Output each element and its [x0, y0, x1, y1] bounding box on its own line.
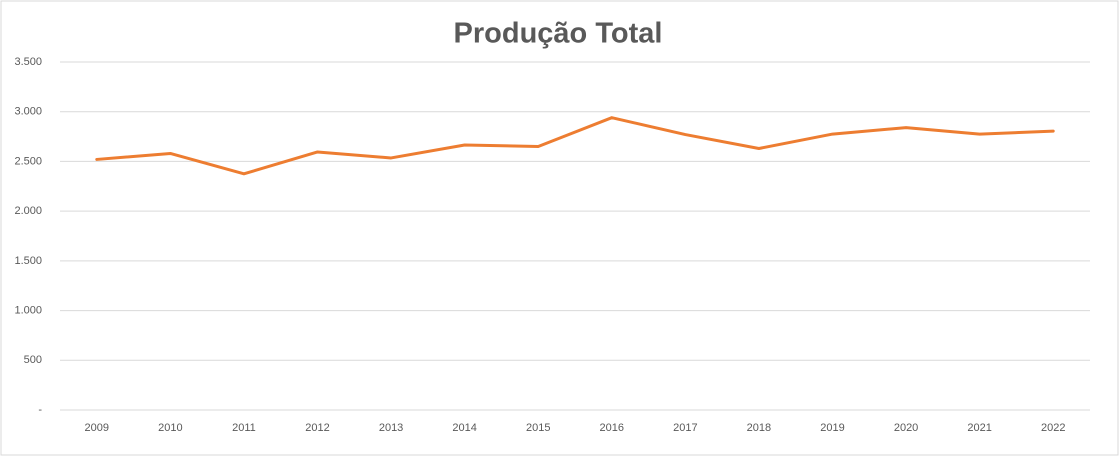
x-tick-label: 2018: [747, 422, 771, 434]
x-tick-label: 2015: [526, 422, 550, 434]
y-tick-label: 3.500: [14, 56, 42, 68]
x-tick-label: 2020: [894, 422, 918, 434]
y-tick-label: 1.500: [14, 255, 42, 267]
x-tick-label: 2010: [158, 422, 182, 434]
y-tick-label: -: [38, 404, 42, 416]
x-tick-label: 2022: [1041, 422, 1065, 434]
x-tick-label: 2012: [305, 422, 329, 434]
x-tick-label: 2017: [673, 422, 697, 434]
x-tick-label: 2014: [452, 422, 476, 434]
line-series: [95, 116, 1055, 176]
y-tick-label: 3.000: [14, 106, 42, 118]
y-tick-label: 1.000: [14, 304, 42, 316]
y-tick-label: 2.500: [14, 155, 42, 167]
x-tick-label: 2009: [85, 422, 109, 434]
chart-title: Produção Total: [454, 18, 663, 50]
y-tick-label: 2.000: [14, 205, 42, 217]
x-tick-label: 2019: [820, 422, 844, 434]
x-tick-label: 2011: [232, 422, 256, 434]
x-tick-label: 2021: [967, 422, 991, 434]
x-tick-label: 2016: [600, 422, 624, 434]
x-tick-label: 2013: [379, 422, 403, 434]
y-tick-label: 500: [24, 354, 42, 366]
